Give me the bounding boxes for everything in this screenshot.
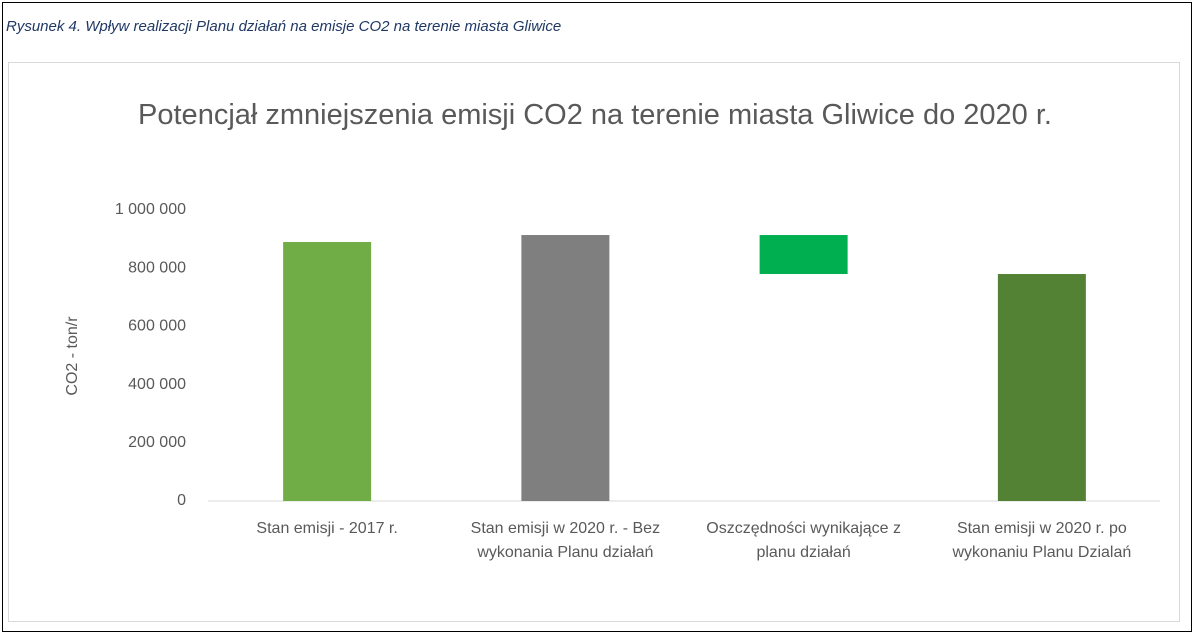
bar [759, 235, 848, 275]
y-tick-label: 400 000 [128, 376, 186, 393]
y-tick-label: 0 [177, 492, 186, 509]
x-tick-label: Stan emisji - 2017 r. [256, 520, 398, 537]
y-axis-label: CO2 - ton/r [64, 316, 81, 396]
bar [521, 235, 610, 501]
caption: Rysunek 4. Wpływ realizacji Planu działa… [6, 18, 562, 35]
chart-area [8, 62, 1180, 622]
chart-title: Potencjał zmniejszenia emisji CO2 na ter… [138, 99, 1052, 131]
bar [997, 274, 1086, 501]
y-tick-label: 600 000 [128, 318, 186, 335]
bar [283, 242, 372, 501]
x-tick-label: Stan emisji w 2020 r. - Bez wykonania Pl… [470, 520, 661, 561]
y-tick-label: 200 000 [128, 434, 186, 451]
x-tick-label: Oszczędności wynikające z planu działań [706, 520, 901, 561]
x-tick-label: Stan emisji w 2020 r. po wykonaniu Planu… [952, 520, 1132, 561]
y-tick-label: 800 000 [128, 259, 186, 276]
y-tick-label: 1 000 000 [115, 201, 186, 218]
